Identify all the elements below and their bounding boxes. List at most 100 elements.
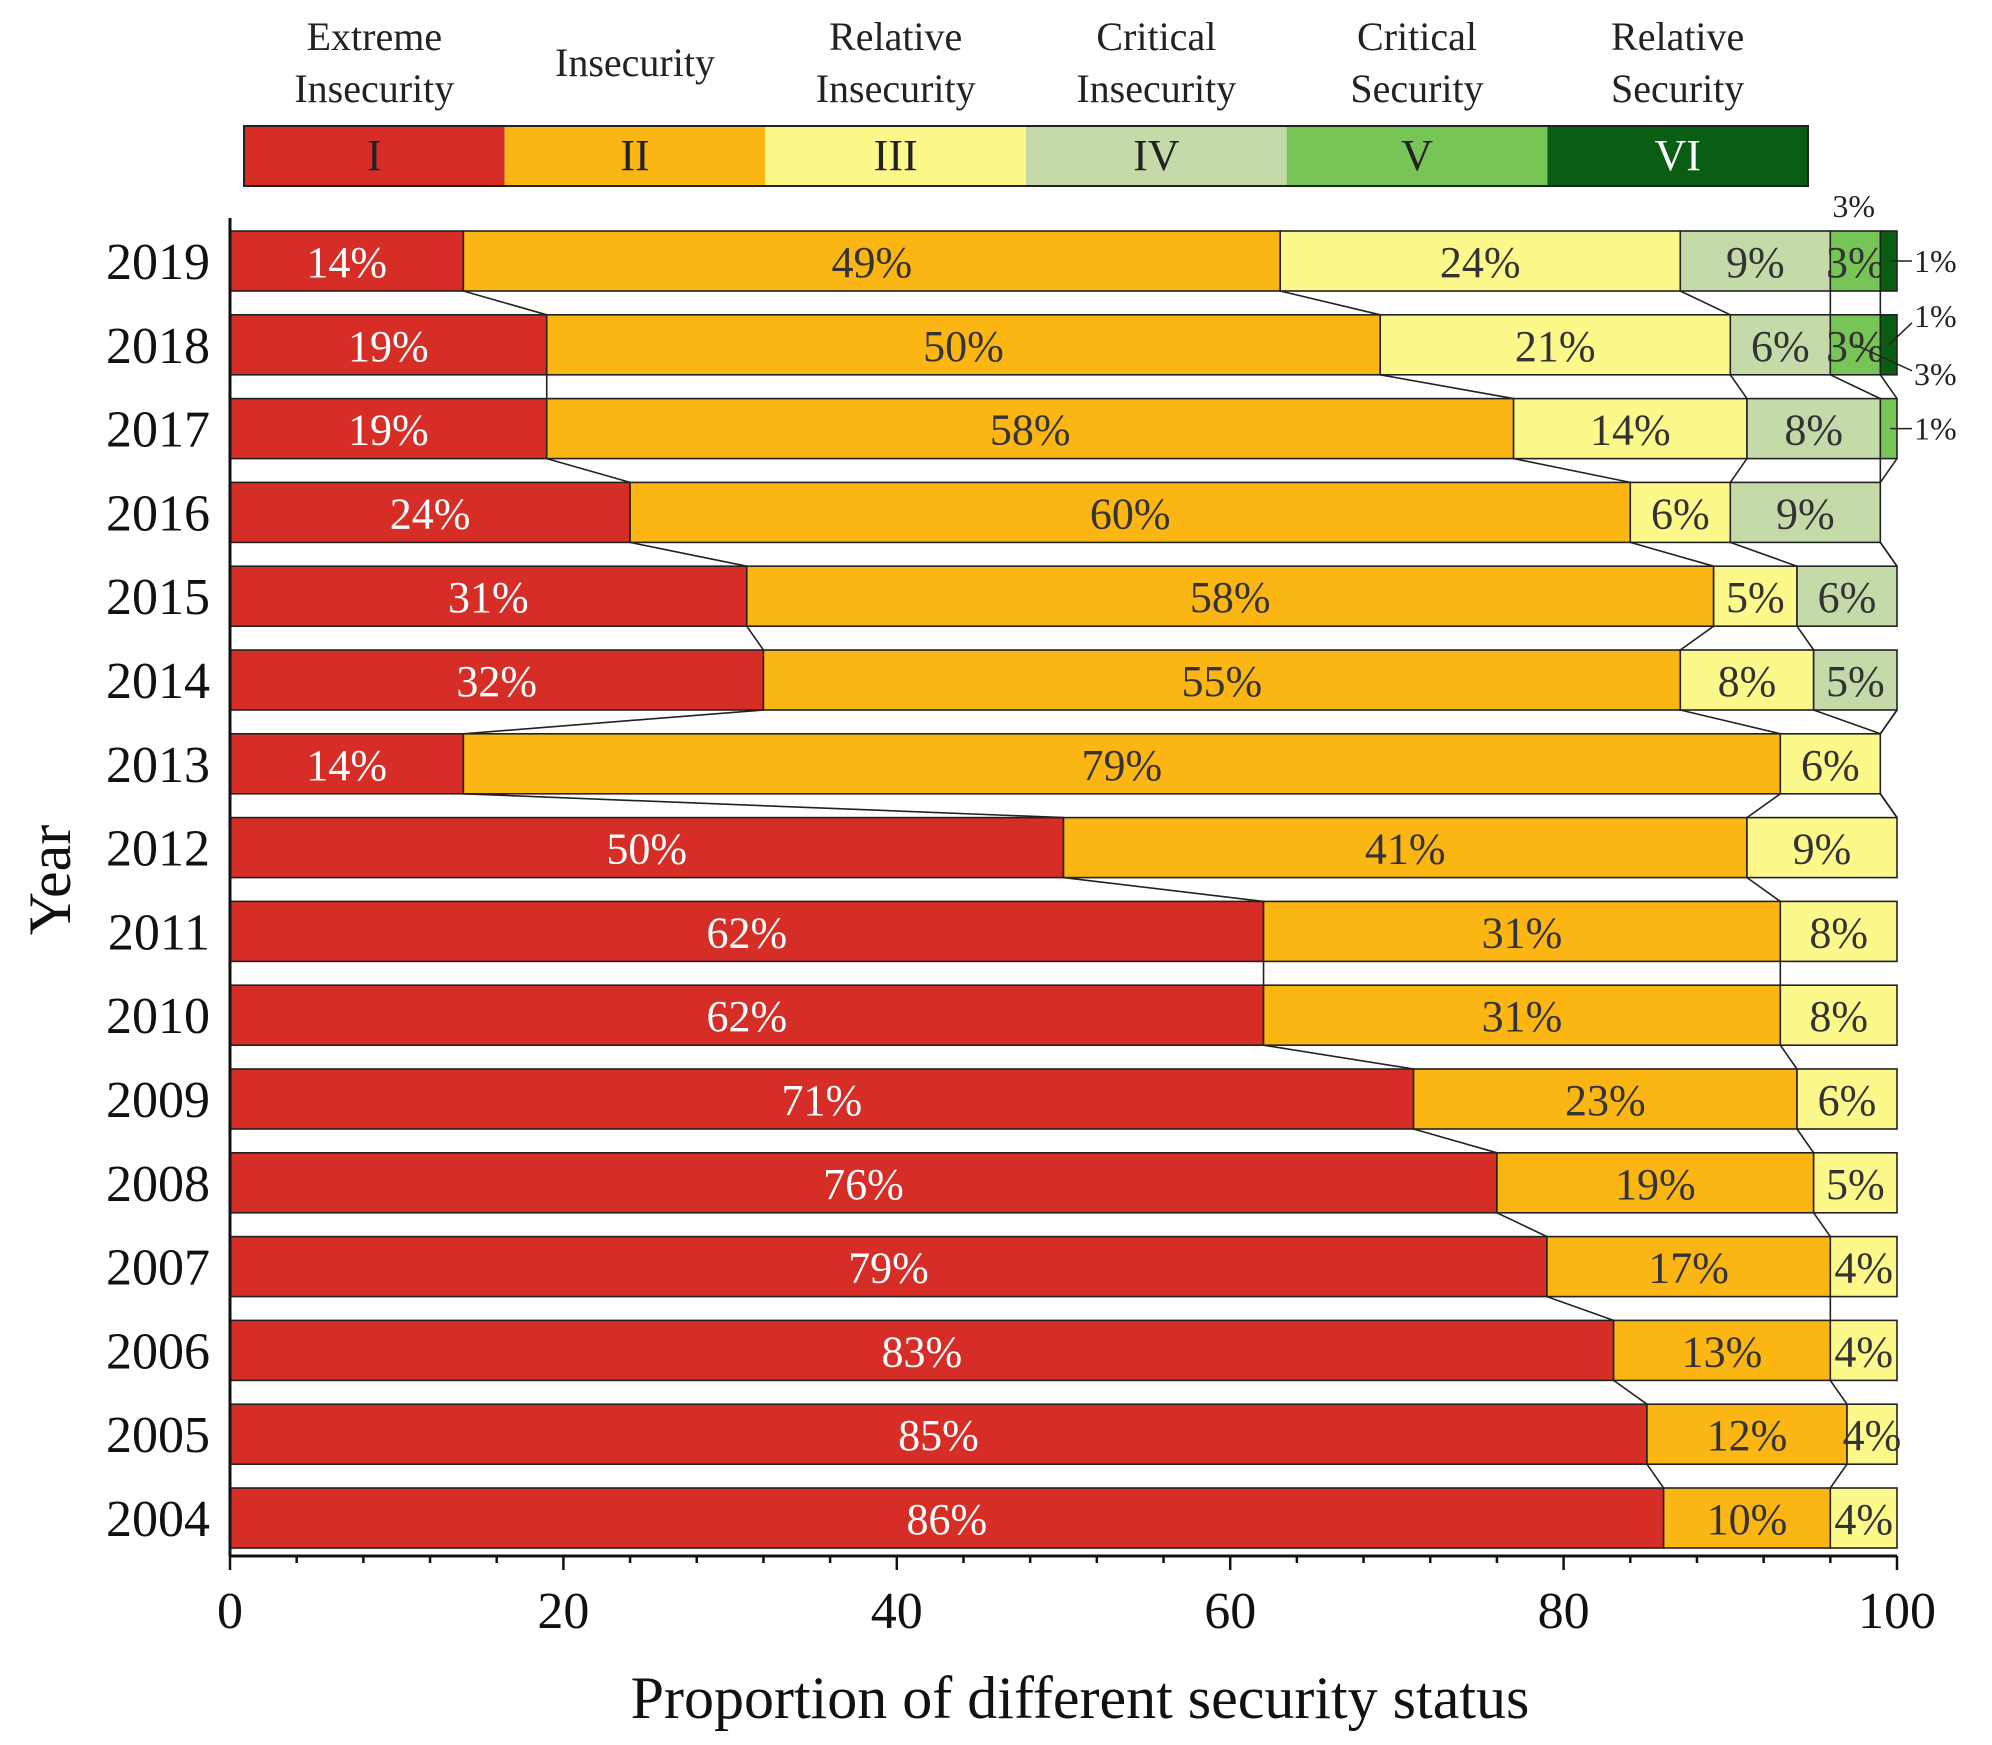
y-tick-label: 2011 xyxy=(108,904,210,961)
bar-value-label: 62% xyxy=(706,908,787,957)
bar-value-label: 31% xyxy=(1482,992,1563,1041)
bar-segment xyxy=(1812,1152,1898,1214)
bar-value-label: 19% xyxy=(348,406,429,455)
legend-code-iv: IV xyxy=(1133,131,1180,180)
bar-value-label: 24% xyxy=(1440,238,1521,287)
bar-segment xyxy=(762,649,1682,711)
legend-label-ii: Insecurity xyxy=(555,40,715,85)
bar-connector xyxy=(1779,1044,1798,1070)
bar-value-label: 14% xyxy=(306,238,387,287)
legend-label-iii: Insecurity xyxy=(816,66,976,111)
bar-segment xyxy=(1779,984,1898,1047)
bar-segment xyxy=(1612,1319,1832,1382)
annotation-label: 1% xyxy=(1914,298,1957,334)
bar-value-label: 71% xyxy=(781,1076,862,1125)
legend-frame xyxy=(243,125,1809,187)
bar-value-label: 31% xyxy=(1482,908,1563,957)
bar-connector xyxy=(629,541,747,567)
bar-value-label: 55% xyxy=(1182,657,1263,706)
legend-swatch-ii xyxy=(504,126,766,186)
bar-value-label: 8% xyxy=(1784,406,1843,455)
small-value-annotations: 3% 1% 1% 3% 1% xyxy=(1832,188,1956,447)
bar-value-label: 60% xyxy=(1090,489,1171,538)
x-axis-label: Proportion of different security status xyxy=(631,1665,1530,1731)
annotation-label: 1% xyxy=(1914,411,1957,447)
bar-segment xyxy=(1062,816,1748,879)
bar-value-label: 9% xyxy=(1793,825,1852,874)
bar-value-label: 14% xyxy=(1590,406,1671,455)
bar-segment xyxy=(1829,1235,1898,1298)
bar-value-label: 24% xyxy=(390,489,471,538)
bar-value-label: 86% xyxy=(906,1495,987,1544)
x-tick-label: 80 xyxy=(1538,1583,1590,1640)
bar-connector xyxy=(1613,1379,1648,1405)
y-tick-label: 2017 xyxy=(106,402,210,459)
bar-connector xyxy=(1630,541,1714,567)
y-tick-label: 2015 xyxy=(106,569,210,626)
y-tick-label: 2018 xyxy=(106,318,210,375)
bar-segment xyxy=(229,313,548,376)
bar-value-label: 10% xyxy=(1707,1495,1788,1544)
bar-segment xyxy=(1779,732,1882,795)
bar-segment xyxy=(229,732,465,795)
bar-connector xyxy=(1729,458,1748,483)
bar-value-label: 5% xyxy=(1726,573,1785,622)
bar-value-label: 5% xyxy=(1826,1160,1885,1209)
bar-segment xyxy=(1712,565,1798,628)
bar-value-label: 12% xyxy=(1707,1411,1788,1460)
legend-label-iv: Critical xyxy=(1096,14,1216,59)
bar-segment xyxy=(1746,816,1898,879)
y-tick-label: 2019 xyxy=(106,234,210,291)
legend-label-i: Extreme xyxy=(307,14,443,59)
bar-connector xyxy=(463,709,764,735)
bar-connector xyxy=(1796,1128,1815,1154)
bar-connector xyxy=(1063,876,1264,903)
bar-segment xyxy=(229,1403,1648,1465)
bar-segment xyxy=(229,1235,1548,1298)
bar-connector xyxy=(1280,290,1381,316)
x-tick-label: 100 xyxy=(1858,1583,1936,1640)
bar-value-label: 85% xyxy=(898,1411,979,1460)
bar-segment xyxy=(1796,565,1898,628)
bar-connector xyxy=(1679,290,1731,316)
x-tick-label: 40 xyxy=(871,1583,923,1640)
bar-segment xyxy=(1729,481,1882,544)
bar-segment xyxy=(1796,1068,1898,1130)
y-tick-label: 2010 xyxy=(106,988,210,1045)
bar-segment xyxy=(229,816,1065,879)
bar-connector xyxy=(1729,374,1748,400)
bar-value-label: 8% xyxy=(1809,992,1868,1041)
bar-value-label: 62% xyxy=(706,992,787,1041)
bar-connector xyxy=(1680,709,1781,735)
legend: I Extreme Insecurity II Insecurity III Relativ… xyxy=(243,14,1809,187)
bar-connector xyxy=(546,457,631,484)
bar-segment xyxy=(1412,1068,1798,1130)
bar-connector xyxy=(1829,374,1881,400)
bar-segment xyxy=(1379,313,1732,376)
bar-value-label: 6% xyxy=(1818,1076,1877,1125)
legend-swatch-i xyxy=(244,126,505,186)
x-axis: 0 20 40 60 80 100 xyxy=(217,1554,1936,1640)
x-tick-label: 60 xyxy=(1204,1583,1256,1640)
bar-segment xyxy=(1812,649,1898,711)
bar-segment xyxy=(1846,1403,1898,1465)
annotation-leader xyxy=(1855,344,1913,372)
bar-connector xyxy=(463,793,1064,819)
bar-value-label: 83% xyxy=(881,1327,962,1376)
bar-segment xyxy=(1629,481,1732,544)
y-tick-label: 2007 xyxy=(106,1240,210,1297)
bars: 14% 49% 24% 9% 3% 19% 50% 21% 6% 3% 19% 58% 14% 8% 24%… xyxy=(229,230,1901,1549)
bar-connector xyxy=(1413,1128,1498,1154)
legend-swatch-vi xyxy=(1547,126,1808,186)
bar-value-label: 79% xyxy=(1082,741,1163,790)
bar-connector xyxy=(463,290,547,316)
annotation-label: 3% xyxy=(1914,356,1957,392)
bar-segment xyxy=(1829,1487,1898,1549)
bar-value-label: 4% xyxy=(1834,1244,1893,1293)
annotation-leader xyxy=(1888,322,1913,346)
legend-label-iv: Insecurity xyxy=(1076,66,1236,111)
bar-value-label: 6% xyxy=(1818,573,1877,622)
y-tick-label: 2005 xyxy=(106,1407,210,1464)
bar-connector xyxy=(1730,541,1798,567)
bar-connector xyxy=(1879,541,1898,567)
